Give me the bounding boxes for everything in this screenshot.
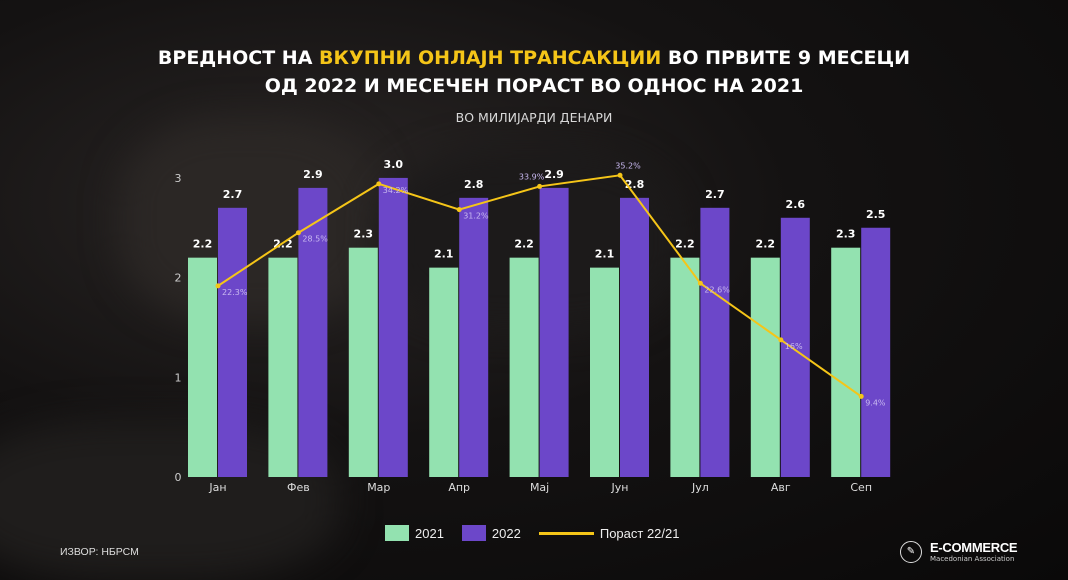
y-tick-label: 2 — [175, 272, 182, 285]
y-tick-label: 0 — [175, 471, 182, 484]
bar-2021 — [670, 257, 700, 477]
growth-label: 9.4% — [865, 398, 886, 407]
bar-2022 — [861, 227, 891, 477]
data-label-2022: 2.7 — [223, 188, 243, 201]
growth-point — [858, 393, 864, 399]
logo-rocket-icon: ✎ — [900, 540, 922, 563]
bar-2022 — [218, 207, 247, 477]
growth-point — [456, 207, 462, 213]
legend-swatch-2022 — [461, 525, 486, 541]
growth-label: 33.9% — [519, 172, 545, 181]
bar-2022 — [378, 177, 408, 477]
data-label-2021: 2.3 — [836, 228, 856, 241]
title-highlight: ВКУПНИ ОНЛАЈН ТРАНСАКЦИИ — [319, 47, 662, 69]
data-label-2022: 2.7 — [705, 188, 725, 201]
x-tick-label: Јун — [611, 481, 629, 494]
bar-2022 — [780, 217, 810, 477]
x-tick-label: Јул — [691, 481, 709, 494]
data-label-2021: 2.3 — [354, 228, 374, 241]
growth-point — [617, 172, 623, 178]
bar-2022 — [700, 207, 730, 477]
data-label-2021: 2.2 — [756, 238, 776, 251]
growth-label: 28.5% — [302, 235, 328, 244]
y-tick-label: 1 — [175, 371, 182, 384]
growth-label: 16% — [785, 342, 803, 351]
bar-2021 — [268, 257, 298, 477]
data-label-2022: 2.5 — [866, 208, 886, 221]
x-tick-label: Фев — [287, 481, 310, 494]
x-tick-label: Мар — [367, 481, 390, 494]
bar-2022 — [620, 197, 649, 477]
data-label-2021: 2.2 — [514, 238, 534, 251]
x-tick-label: Јан — [208, 481, 226, 494]
data-label-2022: 2.9 — [544, 168, 564, 181]
bar-2021 — [348, 247, 378, 477]
growth-point — [778, 337, 784, 343]
x-tick-label: Авг — [771, 481, 791, 494]
x-tick-label: Сеп — [850, 481, 872, 494]
bar-2021 — [509, 257, 539, 477]
data-label-2022: 2.9 — [303, 168, 323, 181]
bar-2021 — [188, 257, 217, 477]
data-label-2022: 3.0 — [384, 158, 404, 171]
bar-2021 — [831, 247, 861, 477]
legend-line-growth — [538, 531, 594, 535]
data-label-2022: 2.6 — [786, 198, 806, 211]
data-label-2021: 2.1 — [595, 248, 615, 261]
bar-2022 — [459, 197, 489, 477]
logo: ✎ E-COMMERCE Macedonian Association — [900, 540, 1018, 563]
legend-item-growth: Пораст 22/21 — [538, 526, 679, 541]
legend-item-2022: 2022 — [461, 525, 521, 541]
bar-2021 — [429, 267, 459, 477]
legend-item-2021: 2021 — [385, 525, 444, 541]
growth-point — [697, 280, 703, 286]
bar-2022 — [298, 187, 328, 477]
growth-label: 22.6% — [704, 285, 730, 294]
legend-swatch-2021 — [385, 525, 409, 541]
bar-2021 — [590, 267, 619, 477]
growth-label: 34.2% — [383, 186, 409, 195]
x-tick-label: Апр — [448, 481, 470, 494]
chart-title: ВРЕДНОСТ НА ВКУПНИ ОНЛАЈН ТРАНСАКЦИИ ВО … — [157, 47, 911, 97]
data-label-2021: 2.2 — [675, 238, 695, 251]
growth-label: 35.2% — [615, 161, 641, 170]
growth-point — [376, 181, 382, 187]
growth-point — [537, 183, 543, 189]
data-label-2022: 2.8 — [464, 178, 484, 191]
data-label-2021: 2.1 — [434, 248, 454, 261]
y-tick-label: 3 — [175, 172, 182, 185]
data-label-2021: 2.2 — [193, 238, 213, 251]
bar-2021 — [750, 257, 780, 477]
chart-subtitle: ВО МИЛИЈАРДИ ДЕНАРИ — [455, 110, 613, 125]
x-tick-label: Мај — [530, 481, 549, 494]
bar-2022 — [539, 187, 569, 477]
growth-point — [295, 230, 301, 236]
legend: 2021 2022 Пораст 22/21 — [385, 525, 697, 541]
growth-point — [215, 283, 221, 289]
growth-label: 31.2% — [463, 212, 489, 221]
background-photo-blur — [120, 120, 380, 320]
growth-label: 22.3% — [222, 288, 248, 297]
source-note: ИЗВОР: НБРСМ — [60, 546, 139, 558]
